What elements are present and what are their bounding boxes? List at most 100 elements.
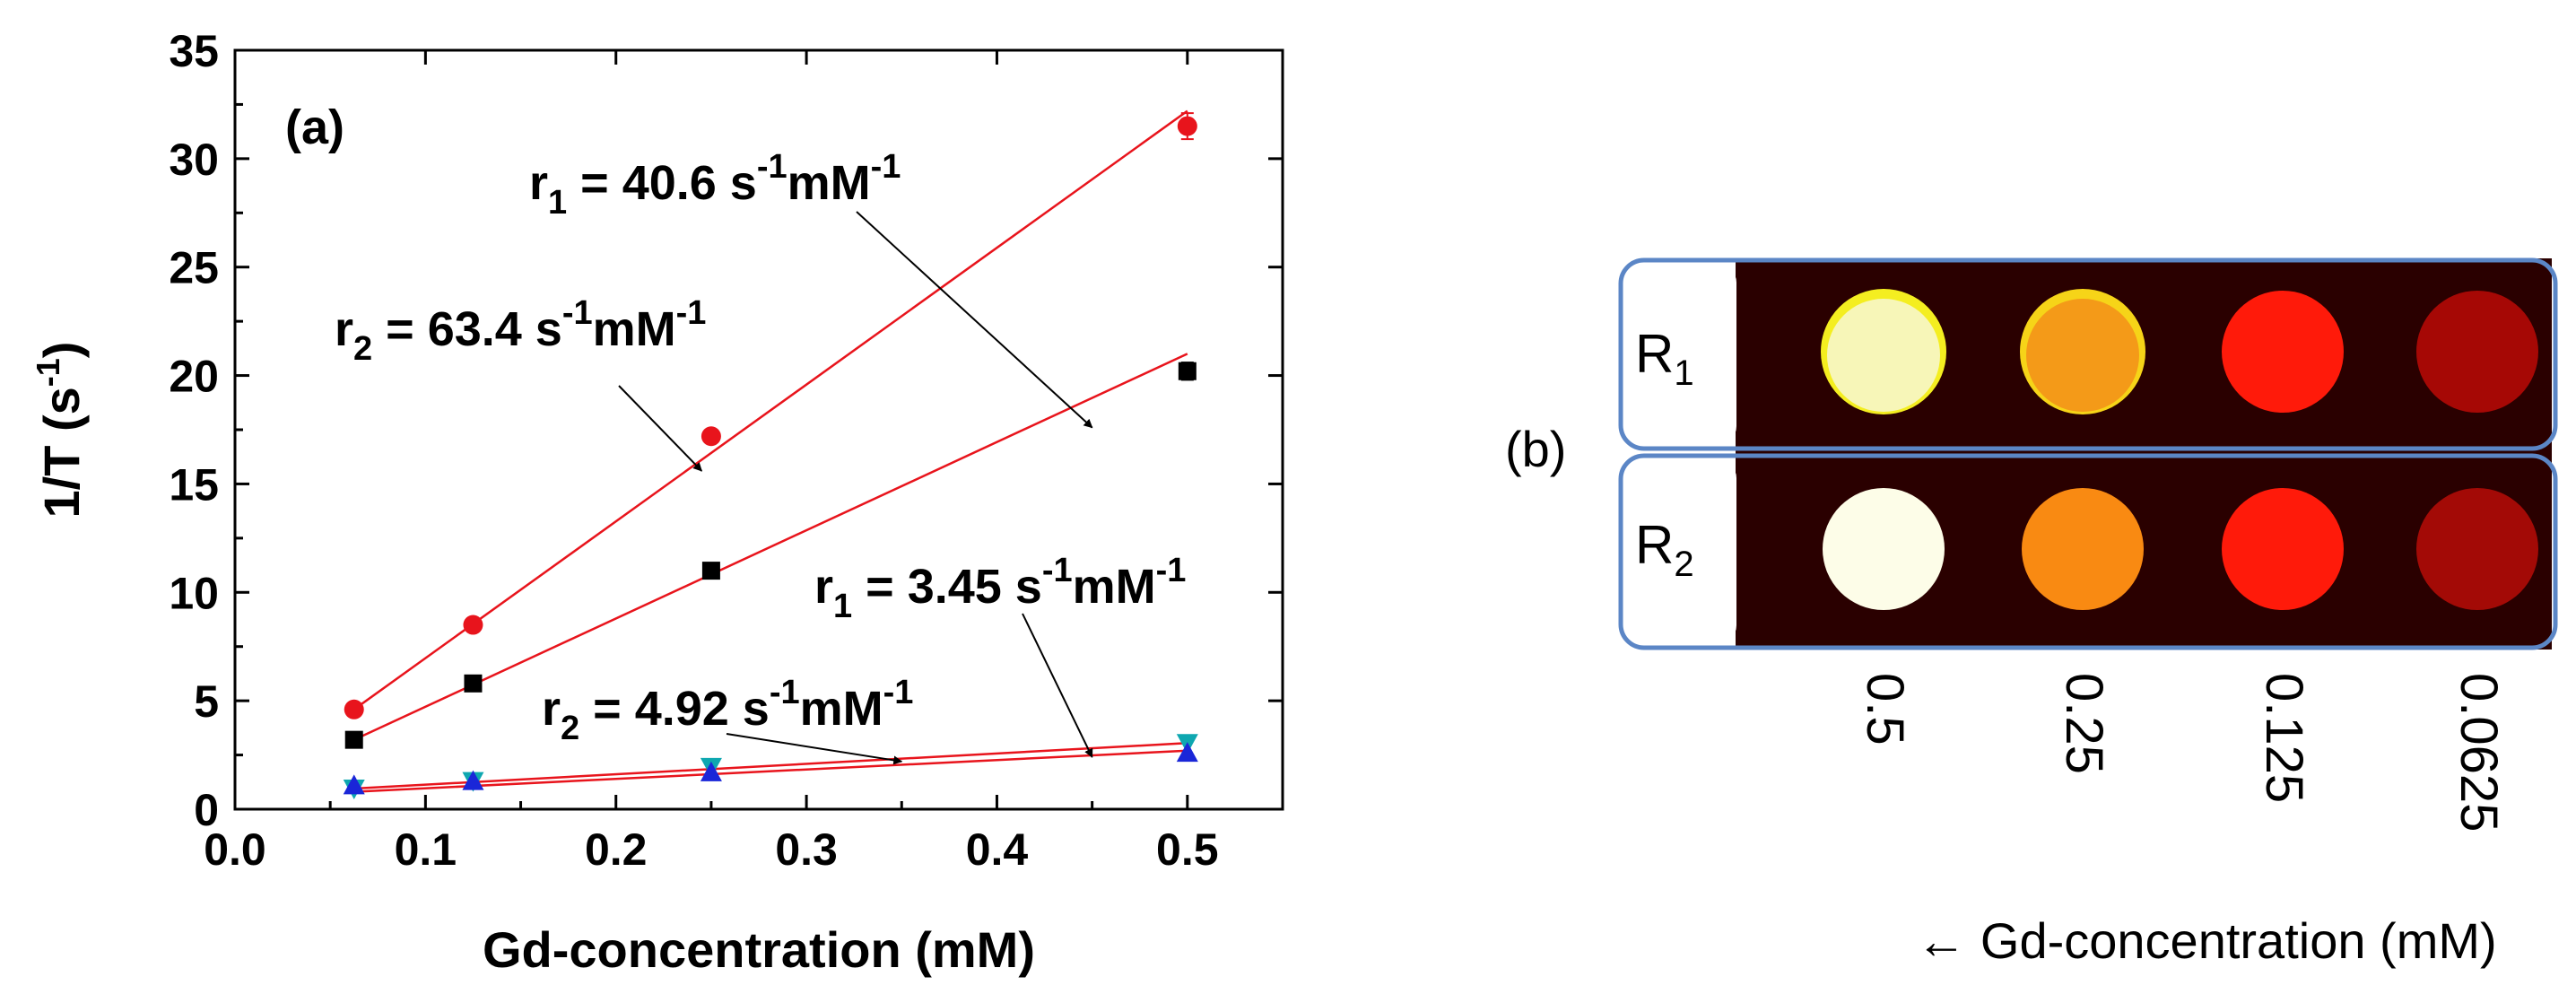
y-tick-label: 10 xyxy=(169,568,219,618)
column-label: 0.0625 xyxy=(2450,673,2508,832)
row-label-r1-sym: R xyxy=(1635,324,1674,384)
map-cell-r1-0 xyxy=(1827,299,1940,412)
annotation-r2-high: r2 = 63.4 s-1mM-1 xyxy=(335,294,706,368)
annotation-r1-high: r1 = 40.6 s-1mM-1 xyxy=(529,148,901,222)
annotation-part-sub: 1 xyxy=(833,588,852,625)
annotation-arrow xyxy=(618,385,703,472)
y-tick-label: 20 xyxy=(169,352,219,402)
data-markers xyxy=(343,116,1198,800)
data-point-square xyxy=(701,562,720,580)
y-tick-label: 30 xyxy=(169,135,219,185)
annotation-part-mid: mM xyxy=(800,682,883,736)
x-axis-label: Gd-concentration (mM) xyxy=(483,921,1035,978)
column-label-group: 0.25 xyxy=(2055,673,2113,774)
column-label: 0.125 xyxy=(2255,673,2313,803)
annotation-part-sup2: -1 xyxy=(883,674,914,711)
data-point-triangle-up xyxy=(700,761,722,781)
row-label-r1: R1 xyxy=(1635,324,1694,393)
data-point-square xyxy=(344,730,363,749)
annotation-arrows xyxy=(618,211,1093,765)
y-tick-label: 35 xyxy=(169,26,219,76)
row-label-r2-sub: 2 xyxy=(1674,545,1693,584)
annotation-r1-low: r1 = 3.45 s-1mM-1 xyxy=(814,552,1186,625)
annotation-part-sub: 2 xyxy=(353,330,372,368)
concentration-labels: 0.5 0.25 0.125 0.0625 xyxy=(1856,673,2508,832)
fit-lines xyxy=(352,109,1188,793)
x-tick-label: 0.3 xyxy=(775,824,838,875)
panel-b-caption: ← Gd-concentration (mM) xyxy=(1916,912,2496,969)
data-point-circle xyxy=(1177,116,1197,136)
fit-line xyxy=(353,742,1188,790)
row-label-bg-r1 xyxy=(1623,263,1736,446)
data-point-triangle-up xyxy=(462,770,484,790)
map-cell-r1-1 xyxy=(2026,299,2139,412)
map-cell-r2-0 xyxy=(1823,488,1945,610)
annotation-part-sym: r xyxy=(814,560,833,614)
x-tick-label: 0.2 xyxy=(585,824,648,875)
map-cell-r2-1 xyxy=(2022,488,2144,610)
panel-a-label: (a) xyxy=(285,100,344,154)
data-point-triangle-up xyxy=(1176,742,1198,763)
annotation-part-mid: mM xyxy=(1073,560,1156,614)
y-tick-label: 5 xyxy=(194,676,219,727)
map-cell-r2-2 xyxy=(2222,488,2344,610)
annotation-arrow xyxy=(856,211,1093,429)
annotation-part-text: = 63.4 s xyxy=(372,302,562,356)
y-axis-label-main: 1/T (s xyxy=(33,387,90,518)
y-axis-ticks: 0 5 10 15 20 25 30 35 xyxy=(169,26,1283,835)
error-bars xyxy=(347,112,1194,744)
y-tick-label: 0 xyxy=(194,785,219,835)
annotation-part-sub: 2 xyxy=(561,710,579,747)
row-label-r2-sym: R xyxy=(1635,515,1674,575)
annotation-part-sub: 1 xyxy=(548,184,567,222)
row-frame-r1 xyxy=(1618,257,2558,451)
annotation-part-sym: r xyxy=(542,682,561,736)
annotation-part-sym: r xyxy=(529,156,548,210)
x-tick-label: 0.1 xyxy=(395,824,457,875)
annotation-part-sup2: -1 xyxy=(676,294,707,332)
annotation-part-sup1: -1 xyxy=(1042,552,1073,589)
fit-line xyxy=(352,109,1188,711)
annotation-part-sup1: -1 xyxy=(562,294,593,332)
row-label-r2: R2 xyxy=(1635,515,1694,584)
column-label: 0.5 xyxy=(1856,673,1914,746)
x-tick-label: 0.4 xyxy=(966,824,1029,875)
annotation-part-mid: mM xyxy=(788,156,871,210)
column-label-group: 0.125 xyxy=(2255,673,2313,803)
column-label-group: 0.5 xyxy=(1856,673,1914,746)
panel-b-relaxation-maps: (b) R1 R2 0.5 0.25 0.125 0.0625 ← Gd-concen… xyxy=(1505,257,2558,969)
fit-line xyxy=(353,353,1188,741)
y-axis-label-end: ) xyxy=(33,342,90,359)
column-label-group: 0.0625 xyxy=(2450,673,2508,832)
data-point-circle xyxy=(463,615,483,635)
data-point-triangle-up xyxy=(343,774,365,795)
y-axis-label-sup: -1 xyxy=(30,358,66,387)
y-tick-label: 25 xyxy=(169,243,219,293)
annotation-part-sup1: -1 xyxy=(757,148,788,186)
annotation-part-mid: mM xyxy=(593,302,676,356)
annotation-part-sym: r xyxy=(335,302,353,356)
data-point-square xyxy=(1178,362,1197,380)
svg-text:1/T (s-1): 1/T (s-1) xyxy=(30,342,90,519)
annotation-part-sup1: -1 xyxy=(770,674,800,711)
row-label-bg-r2 xyxy=(1623,458,1736,645)
data-point-circle xyxy=(344,699,364,719)
column-label: 0.25 xyxy=(2055,673,2113,774)
x-tick-label: 0.5 xyxy=(1156,824,1219,875)
row-label-r1-sub: 1 xyxy=(1674,353,1693,393)
y-tick-label: 15 xyxy=(169,459,219,510)
map-cell-r1-3 xyxy=(2416,291,2538,413)
annotation-part-text: = 4.92 s xyxy=(579,682,770,736)
row-frame-r2 xyxy=(1618,453,2558,650)
annotations: r1 = 40.6 s-1mM-1r2 = 63.4 s-1mM-1r1 = 3… xyxy=(335,148,1186,747)
map-cell-r2-3 xyxy=(2416,488,2538,610)
annotation-arrow xyxy=(1022,613,1093,758)
map-cell-r1-2 xyxy=(2222,291,2344,413)
annotation-part-sup2: -1 xyxy=(871,148,901,186)
data-point-circle xyxy=(701,426,721,447)
y-axis-label: 1/T (s-1) xyxy=(30,342,90,519)
panel-b-label: (b) xyxy=(1505,421,1566,477)
annotation-r2-low: r2 = 4.92 s-1mM-1 xyxy=(542,674,913,747)
